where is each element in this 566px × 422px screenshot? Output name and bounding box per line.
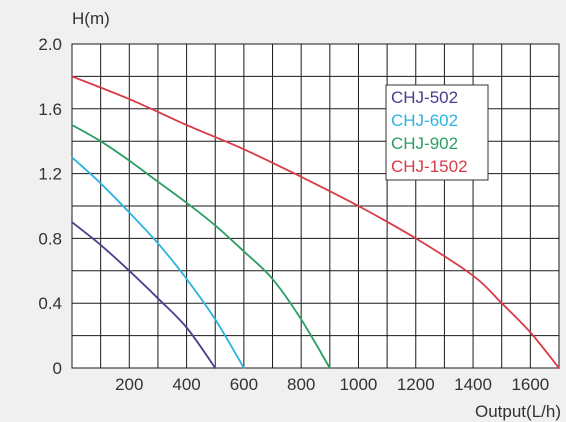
x-tick-label: 1400	[454, 375, 492, 394]
y-tick-label: 0.8	[38, 229, 62, 248]
legend-box	[385, 84, 489, 181]
y-tick-label: 1.6	[38, 100, 62, 119]
legend: CHJ-502 CHJ-602 CHJ-902 CHJ-1502	[385, 84, 489, 181]
series-curves	[71, 75, 560, 369]
x-tick-label: 1000	[340, 375, 378, 394]
tick-labels: 200 400 600 800 1000 1200 1400 1600 0 0.4 0.8 1.2 1.…	[38, 35, 549, 394]
plot-frame	[71, 43, 560, 369]
series-line-chj-1502	[71, 75, 560, 369]
x-tick-label: 400	[172, 375, 200, 394]
y-tick-label: 1.2	[38, 165, 62, 184]
legend-entry-chj-902: CHJ-902	[391, 134, 458, 153]
x-tick-label: 1600	[511, 375, 549, 394]
x-tick-label: 600	[230, 375, 258, 394]
x-axis-title: Output(L/h)	[475, 402, 561, 421]
y-tick-label: 0	[53, 359, 62, 378]
y-tick-label: 0.4	[38, 294, 62, 313]
x-tick-label: 1200	[397, 375, 435, 394]
x-tick-label: 200	[115, 375, 143, 394]
series-line-chj-902	[71, 124, 331, 369]
series-line-chj-602	[71, 156, 245, 369]
x-tick-label: 800	[287, 375, 315, 394]
legend-entry-chj-1502: CHJ-1502	[391, 157, 468, 176]
y-axis-title: H(m)	[72, 9, 110, 28]
y-tick-label: 2.0	[38, 35, 62, 54]
legend-entry-chj-602: CHJ-602	[391, 111, 458, 130]
legend-entry-chj-502: CHJ-502	[391, 88, 458, 107]
series-line-chj-502	[71, 221, 217, 369]
